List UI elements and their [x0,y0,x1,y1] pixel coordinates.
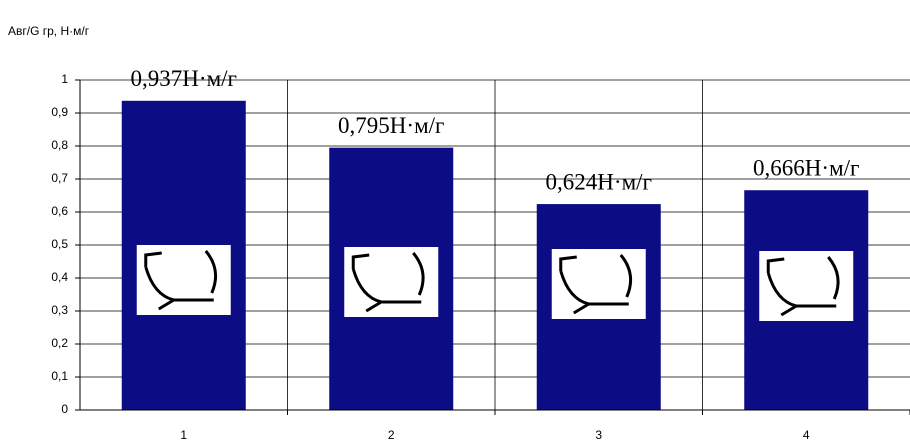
bar-icon [766,256,840,317]
y-tick-label: 1 [61,72,68,86]
bar-icon [559,254,633,315]
y-tick-label: 0,5 [51,237,68,251]
y-axis-title: Aвг/G гр, Н·м/г [8,24,90,38]
y-tick-label: 0,1 [51,369,68,383]
x-tick-label: 1 [180,428,187,442]
y-tick-label: 0,3 [51,303,68,317]
y-tick-label: 0,7 [51,171,68,185]
y-tick-label: 0,6 [51,204,68,218]
x-tick-label: 3 [595,428,602,442]
value-label: 0,666Н·м/г [753,156,859,181]
y-tick-label: 0,9 [51,105,68,119]
y-tick-label: 0 [61,402,68,416]
value-label: 0,624Н·м/г [546,169,652,194]
y-tick-label: 0,2 [51,336,68,350]
x-tick-label: 2 [388,428,395,442]
x-tick-label: 4 [803,428,810,442]
value-label: 0,937Н·м/г [131,66,237,91]
bar-icon [351,252,425,313]
value-label: 0,795Н·м/г [338,113,444,138]
y-tick-label: 0,4 [51,270,68,284]
bar-icon [144,250,218,311]
y-tick-label: 0,8 [51,138,68,152]
